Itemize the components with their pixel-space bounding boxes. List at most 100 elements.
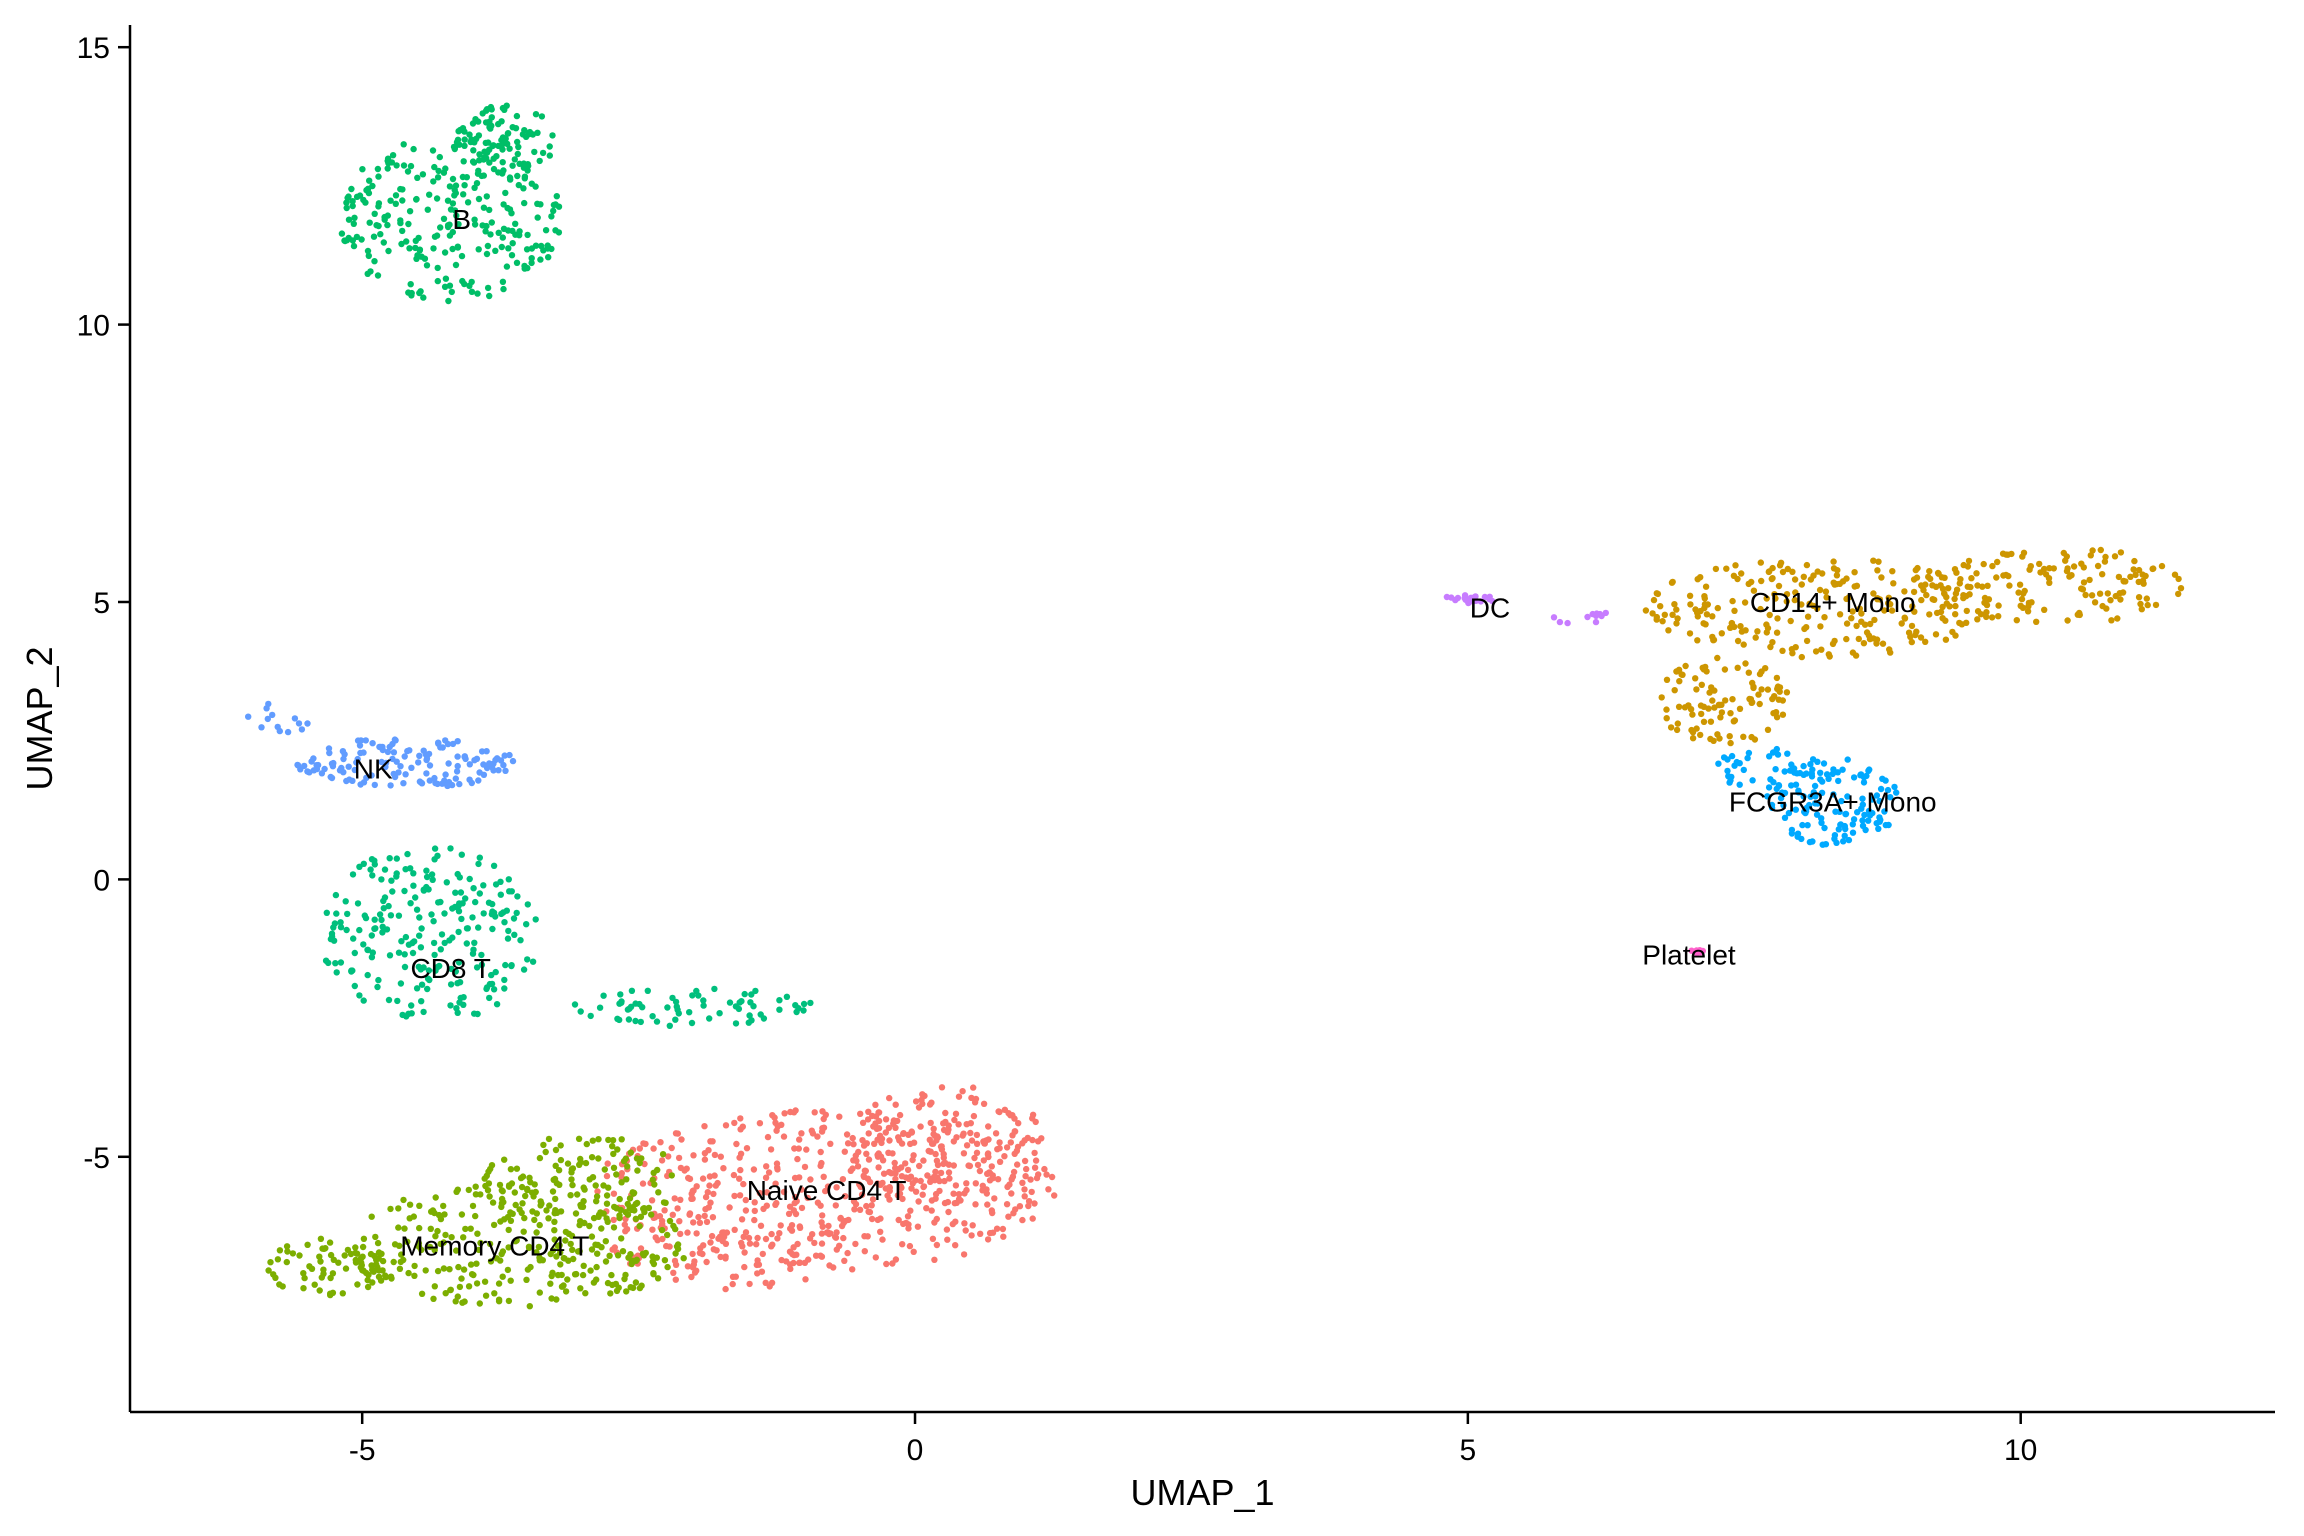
data-point	[1823, 594, 1830, 601]
data-point	[436, 962, 443, 970]
data-point	[743, 1145, 751, 1152]
data-point	[524, 231, 531, 239]
data-point	[693, 987, 700, 995]
data-point	[276, 1247, 284, 1254]
data-point	[1742, 660, 1749, 667]
data-point	[444, 222, 452, 229]
data-point	[1765, 784, 1773, 791]
data-point	[471, 1010, 478, 1017]
data-point	[678, 1136, 685, 1143]
data-point	[1665, 627, 1672, 634]
data-point	[265, 1267, 272, 1274]
data-point	[486, 1240, 494, 1248]
data-point	[736, 1154, 743, 1161]
data-point	[488, 114, 495, 121]
data-point	[352, 1259, 360, 1266]
data-point	[461, 136, 468, 143]
data-point	[545, 1135, 553, 1143]
data-point	[543, 1207, 550, 1214]
data-point	[442, 165, 449, 172]
data-point	[1663, 706, 1670, 713]
data-point	[1951, 595, 1958, 603]
data-point	[2171, 571, 2179, 578]
data-point	[359, 1243, 367, 1251]
data-point	[457, 126, 464, 134]
data-point	[962, 1227, 969, 1234]
data-point	[833, 1184, 840, 1191]
data-point	[501, 1156, 508, 1163]
data-point	[354, 900, 362, 907]
data-point	[1843, 635, 1850, 643]
data-point	[674, 1130, 681, 1137]
data-point	[283, 1243, 291, 1250]
data-point	[2036, 560, 2043, 568]
data-point	[671, 1195, 678, 1202]
data-point	[523, 921, 530, 928]
data-point	[701, 1156, 709, 1163]
data-point	[649, 1226, 656, 1233]
data-point	[875, 1109, 882, 1116]
data-point	[460, 158, 467, 165]
data-point	[402, 933, 410, 941]
data-point	[675, 1154, 683, 1162]
data-point	[338, 764, 345, 772]
data-point	[1945, 585, 1952, 592]
data-point	[1952, 590, 1960, 597]
data-point	[1960, 594, 1967, 602]
data-point	[1015, 1120, 1022, 1127]
data-point	[1791, 596, 1799, 604]
data-point	[389, 755, 396, 763]
data-point	[1000, 1233, 1007, 1240]
data-point	[276, 727, 283, 735]
data-point	[933, 1241, 941, 1249]
data-point	[586, 1222, 593, 1230]
data-point	[790, 1109, 798, 1116]
data-point	[1913, 574, 1921, 581]
data-point	[475, 246, 482, 253]
data-point	[2037, 569, 2044, 576]
data-point	[491, 1290, 498, 1297]
data-point	[524, 901, 531, 908]
data-point	[689, 1250, 696, 1258]
data-point	[1659, 618, 1666, 625]
data-point	[470, 1271, 477, 1279]
data-point	[1884, 786, 1892, 794]
data-point	[521, 127, 528, 134]
data-point	[1934, 569, 1942, 577]
data-point	[371, 781, 378, 789]
data-point	[390, 770, 397, 778]
data-point	[459, 1299, 466, 1306]
data-point	[1843, 595, 1850, 603]
data-point	[400, 162, 408, 169]
data-point	[399, 197, 406, 204]
data-point	[1863, 629, 1871, 636]
data-point	[1888, 607, 1896, 614]
data-point	[1834, 567, 1841, 574]
data-point	[343, 204, 350, 212]
data-point	[609, 1246, 616, 1253]
x-axis-title: UMAP_1	[1130, 1472, 1274, 1513]
data-point	[472, 116, 479, 123]
data-point	[923, 1205, 930, 1212]
data-point	[588, 1154, 596, 1161]
data-point	[419, 171, 427, 178]
data-point	[604, 1160, 611, 1167]
data-point	[632, 1000, 639, 1007]
data-point	[684, 1229, 691, 1236]
data-point	[1728, 752, 1736, 760]
data-point	[822, 1187, 829, 1195]
data-point	[1709, 633, 1716, 641]
data-point	[603, 1192, 611, 1199]
data-point	[345, 763, 352, 770]
data-point	[1817, 776, 1824, 783]
data-point	[874, 1136, 881, 1143]
data-point	[478, 961, 486, 968]
data-point	[1773, 674, 1781, 682]
data-point	[716, 1010, 723, 1017]
data-point	[1008, 1190, 1015, 1197]
data-point	[648, 1211, 655, 1218]
data-point	[579, 1271, 587, 1279]
data-point	[506, 751, 513, 759]
data-point	[471, 757, 478, 764]
data-point	[1919, 583, 1926, 590]
